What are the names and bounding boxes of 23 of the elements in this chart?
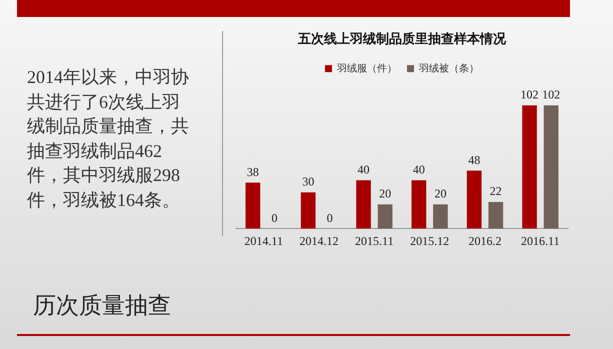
legend-label: 羽绒服（件） [337,62,397,74]
x-tick-label: 2016.2 [468,234,502,248]
data-label: 0 [271,210,278,225]
data-label: 40 [358,162,370,176]
data-label: 38 [246,164,259,179]
legend-label: 羽绒被（条） [419,62,479,74]
data-label: 30 [302,174,314,189]
data-label: 20 [434,186,446,201]
x-tick-label: 2015.11 [355,234,394,248]
chart-title: 五次线上羽绒制品质里抽查样本情况 [297,31,507,46]
x-tick-label: 2016.11 [521,234,560,248]
data-label: 22 [490,184,502,198]
data-label: 48 [468,152,480,167]
text: 历次质量抽查 [33,292,171,321]
data-label: 20 [379,186,392,201]
x-tick-label: 2015.12 [410,234,450,248]
x-tick-label: 2014.11 [244,234,283,248]
text: 2014年以来，中羽协共进行了6次线上羽绒制品质量抽查，共抽查羽绒制品462件，其中羽绒服298件，羽绒被164条。 [27,66,190,212]
data-label: 0 [326,210,333,225]
data-label: 102 [542,88,560,102]
x-tick-label: 2014.12 [300,234,338,248]
data-label: 40 [412,162,425,176]
data-label: 102 [520,88,539,102]
